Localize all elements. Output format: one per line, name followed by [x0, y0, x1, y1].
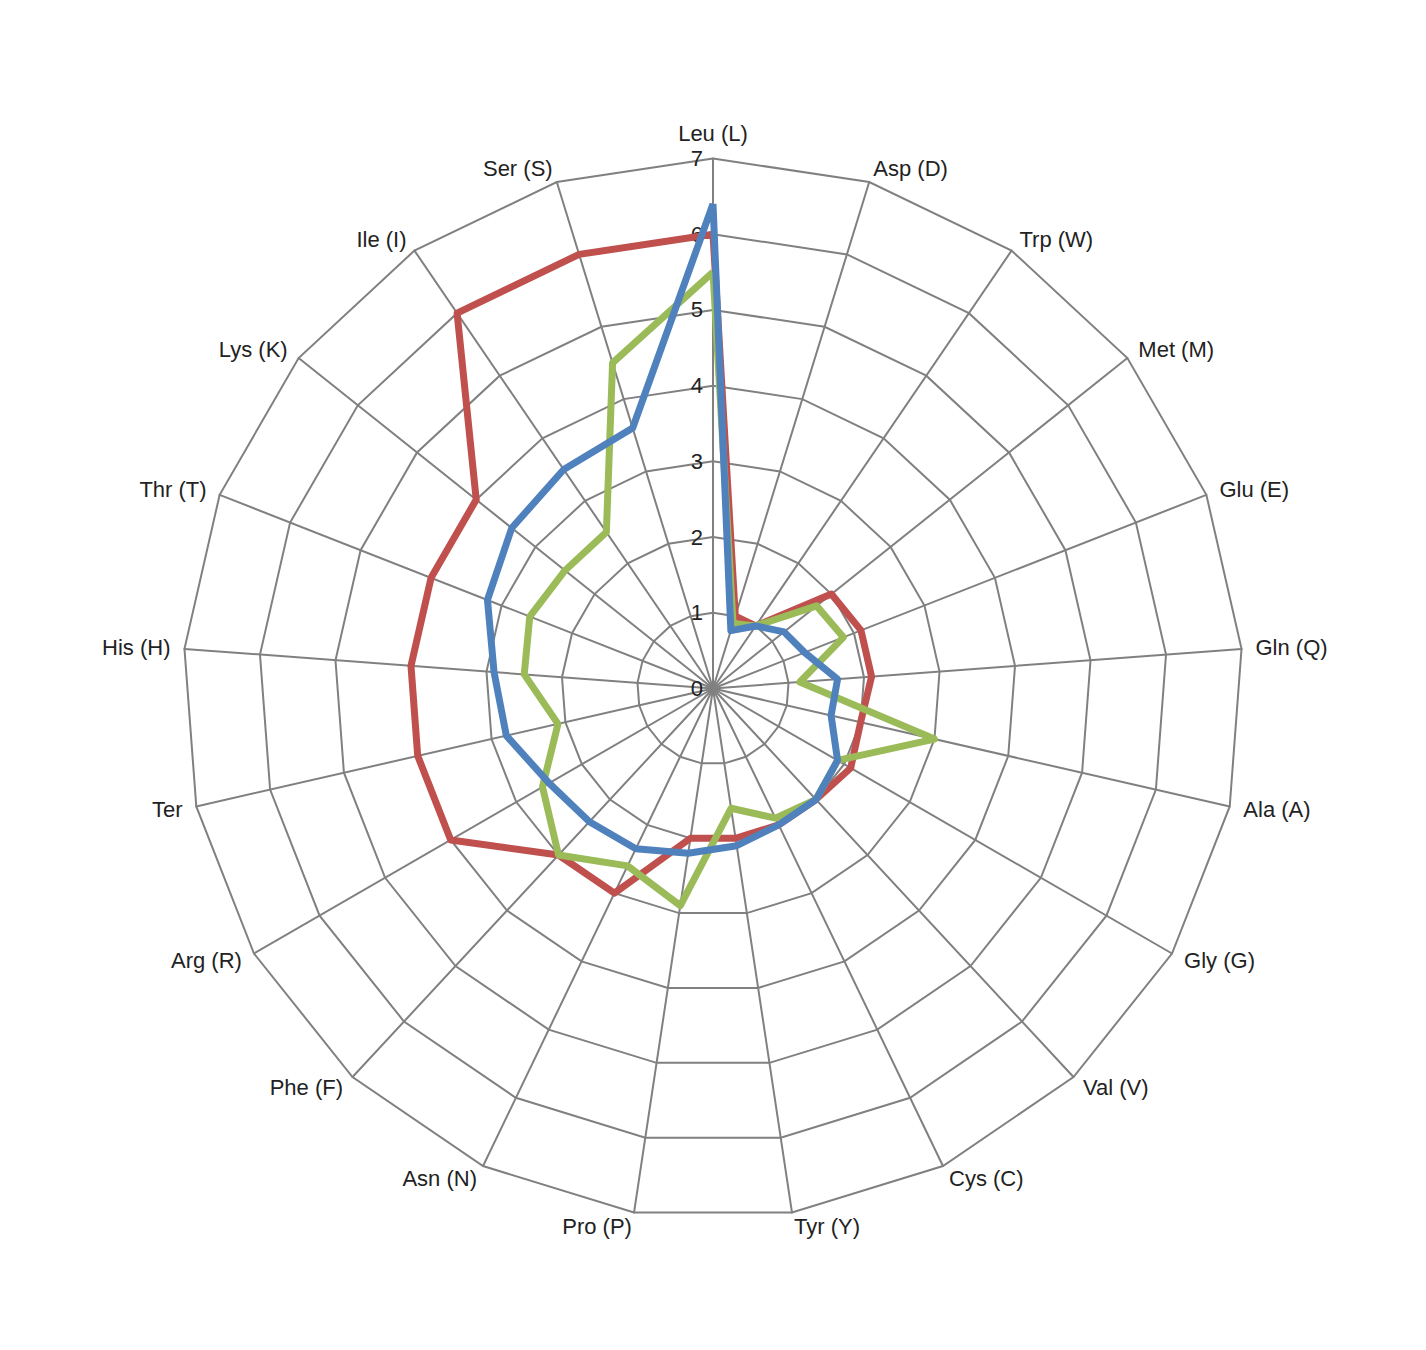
svg-text:Pro (P): Pro (P) — [562, 1214, 632, 1239]
svg-text:Asp (D): Asp (D) — [873, 156, 948, 181]
svg-text:Met (M): Met (M) — [1138, 337, 1214, 362]
svg-text:His (H): His (H) — [102, 635, 170, 660]
svg-text:Ser (S): Ser (S) — [483, 156, 553, 181]
svg-text:3: 3 — [691, 449, 703, 474]
svg-text:7: 7 — [691, 146, 703, 171]
svg-text:Phe (F): Phe (F) — [270, 1075, 343, 1100]
svg-text:Glu (E): Glu (E) — [1219, 477, 1289, 502]
svg-text:Val (V): Val (V) — [1083, 1075, 1149, 1100]
svg-text:Trp (W): Trp (W) — [1019, 227, 1093, 252]
svg-text:Gln (Q): Gln (Q) — [1255, 635, 1327, 660]
svg-text:Leu (L): Leu (L) — [678, 121, 748, 146]
svg-text:Lys (K): Lys (K) — [219, 337, 288, 362]
svg-text:Ala (A): Ala (A) — [1243, 797, 1310, 822]
svg-text:Gly (G): Gly (G) — [1184, 948, 1255, 973]
svg-text:Cys (C): Cys (C) — [949, 1166, 1024, 1191]
svg-text:0: 0 — [691, 676, 703, 701]
svg-text:Arg (R): Arg (R) — [171, 948, 242, 973]
svg-text:2: 2 — [691, 525, 703, 550]
svg-text:Thr (T): Thr (T) — [139, 477, 206, 502]
svg-text:Ter: Ter — [152, 797, 183, 822]
svg-text:Tyr (Y): Tyr (Y) — [794, 1214, 860, 1239]
svg-text:1: 1 — [691, 600, 703, 625]
svg-text:5: 5 — [691, 297, 703, 322]
svg-text:Ile (I): Ile (I) — [356, 227, 406, 252]
svg-text:4: 4 — [691, 373, 703, 398]
svg-text:Asn (N): Asn (N) — [402, 1166, 477, 1191]
